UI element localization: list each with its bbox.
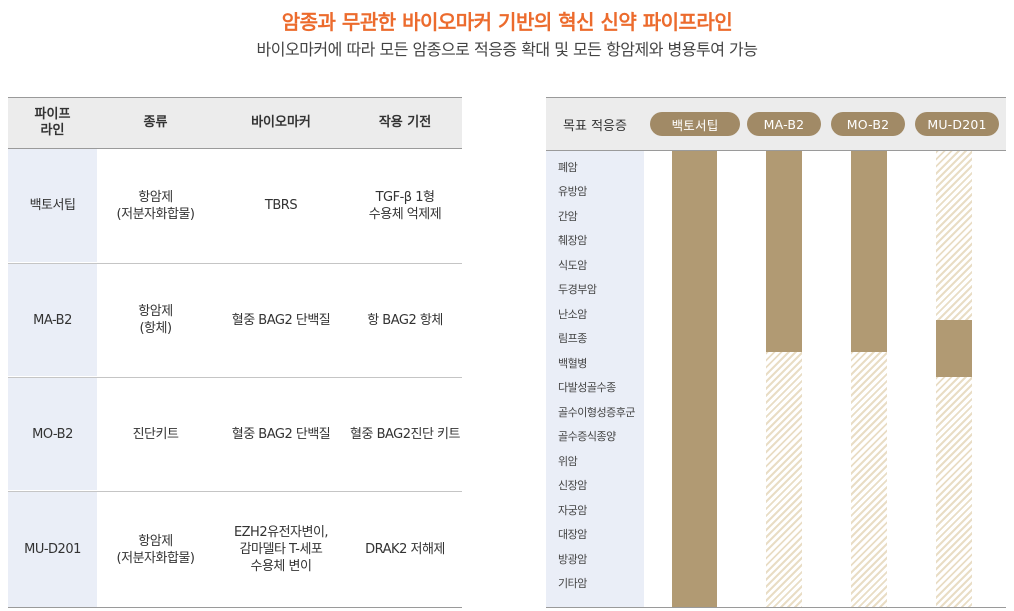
indication-list: 폐암 유방암 간암 췌장암 식도암 두경부암 난소암 림프종 백혈병 다발성골수… [546, 151, 644, 607]
bar-mud201-solid [936, 320, 972, 377]
indication-label: 식도암 [558, 259, 587, 272]
indication-label: 골수이형성증후군 [558, 406, 635, 419]
table-row: 백토서팁 항암제 (저분자화합물) TBRS TGF-β 1형 수용체 억제제 [8, 149, 462, 262]
pipeline-mechanism: 항 BAG2 항체 [367, 312, 443, 328]
bar-mob2-solid [851, 151, 887, 352]
pipeline-pill: MO-B2 [831, 112, 905, 136]
pipeline-name: MO-B2 [8, 378, 97, 490]
indication-label: 자궁암 [558, 504, 587, 517]
table-header: 파이프 라인 종류 바이오마커 작용 기전 [8, 98, 462, 149]
pipeline-pill: MU-D201 [915, 112, 999, 136]
indication-chart: 목표 적응증 백토서팁 MA-B2 MO-B2 MU-D201 폐암 유방암 간… [546, 97, 1006, 608]
pipeline-mechanism: 혈중 BAG2진단 키트 [350, 426, 460, 442]
indication-label: 신장암 [558, 479, 587, 492]
header-pipeline: 파이프 라인 [34, 107, 71, 138]
bar-mud201-hatched-bottom [936, 377, 972, 607]
pipeline-biomarker: TBRS [264, 198, 298, 213]
indication-label: 대장암 [558, 528, 587, 541]
pipeline-biomarker: EZH2유전자변이, 감마델타 T-세포 수용체 변이 [233, 525, 329, 574]
indication-label: 다발성골수종 [558, 381, 616, 394]
pipeline-type: 항암제 (항체) [138, 304, 173, 336]
page-title: 암종과 무관한 바이오마커 기반의 혁신 신약 파이프라인 [281, 10, 733, 34]
pipeline-biomarker: 혈중 BAG2 단백질 [231, 426, 331, 442]
indication-label: 방광암 [558, 553, 587, 566]
row-divider [8, 377, 462, 378]
pipeline-biomarker: 혈중 BAG2 단백질 [231, 312, 331, 328]
target-indication-label: 목표 적응증 [563, 118, 627, 134]
indication-label: 폐암 [558, 161, 578, 174]
bar-mab2-hatched [766, 352, 802, 607]
bar-mud201-hatched-top [936, 151, 972, 320]
header-type: 종류 [143, 115, 168, 130]
pipeline-pill: 백토서팁 [650, 112, 740, 136]
header-biomarker: 바이오마커 [251, 115, 311, 130]
indication-label: 백혈병 [558, 357, 587, 370]
table-row: MA-B2 항암제 (항체) 혈중 BAG2 단백질 항 BAG2 항체 [8, 264, 462, 376]
pipeline-mechanism: DRAK2 저해제 [365, 542, 445, 557]
pipeline-pill: MA-B2 [747, 112, 821, 136]
row-divider [8, 263, 462, 264]
indication-label: 유방암 [558, 185, 587, 198]
page-subtitle: 바이오마커에 따라 모든 암종으로 적응증 확대 및 모든 항암제와 병용투여 … [256, 40, 758, 59]
indication-label: 두경부암 [558, 283, 597, 296]
pipeline-name: MU-D201 [8, 492, 97, 607]
indication-label: 위암 [558, 455, 578, 468]
indication-label: 난소암 [558, 308, 587, 321]
pipeline-table: 파이프 라인 종류 바이오마커 작용 기전 백토서팁 항암제 (저분자화합물) … [8, 97, 462, 608]
row-divider [8, 491, 462, 492]
table-row: MO-B2 진단키트 혈중 BAG2 단백질 혈중 BAG2진단 키트 [8, 378, 462, 490]
chart-header: 목표 적응증 백토서팁 MA-B2 MO-B2 MU-D201 [546, 98, 1006, 151]
pipeline-type: 진단키트 [132, 426, 179, 442]
indication-label: 림프종 [558, 332, 587, 345]
indication-label: 골수증식종양 [558, 430, 616, 443]
indication-label: 기타암 [558, 577, 587, 590]
pipeline-name: MA-B2 [8, 264, 97, 376]
bar-backtosertib-solid [672, 151, 717, 607]
table-row: MU-D201 항암제 (저분자화합물) EZH2유전자변이, 감마델타 T-세… [8, 492, 462, 607]
header-mechanism: 작용 기전 [378, 115, 432, 130]
indication-label: 간암 [558, 210, 578, 223]
pipeline-type: 항암제 (저분자화합물) [116, 189, 195, 222]
pipeline-mechanism: TGF-β 1형 수용체 억제제 [368, 189, 442, 222]
indication-label: 췌장암 [558, 234, 587, 247]
pipeline-type: 항암제 (저분자화합물) [116, 533, 195, 566]
bar-mab2-solid [766, 151, 802, 352]
pipeline-name: 백토서팁 [8, 149, 97, 262]
bar-mob2-hatched [851, 352, 887, 607]
